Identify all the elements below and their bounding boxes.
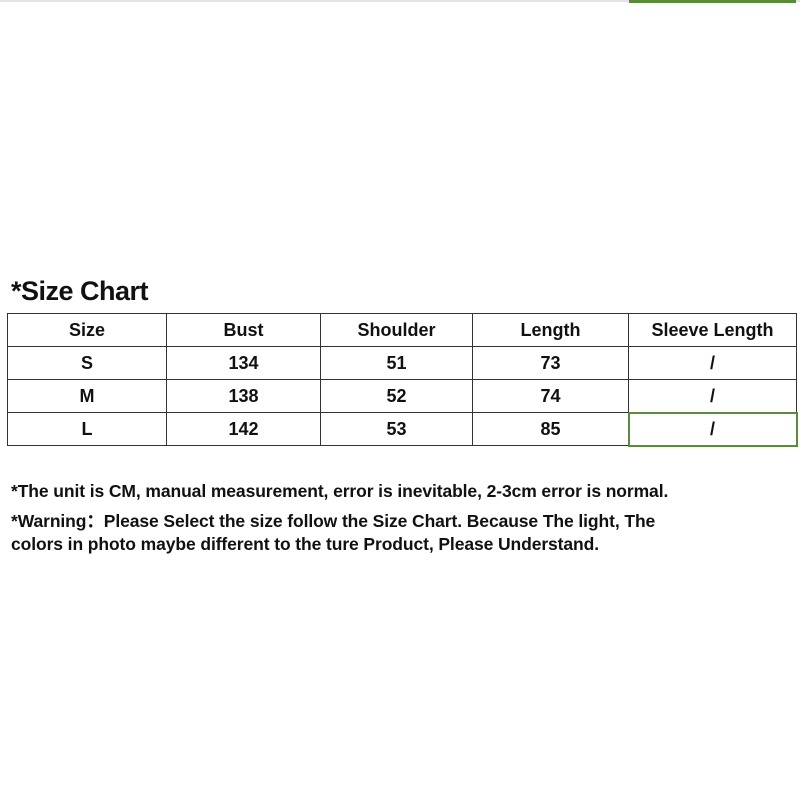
cell-shoulder[interactable]: 52 [320,379,473,413]
cell-shoulder[interactable]: 53 [320,412,473,446]
warning-note-continued: colors in photo maybe different to the t… [11,534,599,554]
page-title: *Size Chart [11,276,149,306]
header-bust[interactable]: Bust [166,313,321,347]
cell-sleeve-length[interactable]: / [628,379,797,413]
cell-sleeve-length-selected[interactable]: / [627,411,798,447]
unit-note: *The unit is CM, manual measurement, err… [11,481,669,501]
table-row: S 134 51 73 / [7,346,797,380]
header-size[interactable]: Size [7,313,167,347]
header-shoulder[interactable]: Shoulder [320,313,473,347]
cell-bust[interactable]: 142 [166,412,321,446]
top-border [0,0,800,2]
table-row: L 142 53 85 / [7,411,798,447]
cell-size[interactable]: L [7,412,167,446]
cell-length[interactable]: 73 [472,346,629,380]
cell-shoulder[interactable]: 51 [320,346,473,380]
header-sleeve-length[interactable]: Sleeve Length [628,313,797,347]
warning-note: *Warning：Please Select the size follow t… [11,511,656,531]
size-chart-table: Size Bust Shoulder Length Sleeve Length … [7,313,798,447]
cell-size[interactable]: M [7,379,167,413]
table-row: M 138 52 74 / [7,379,797,413]
cell-bust[interactable]: 134 [166,346,321,380]
cell-length[interactable]: 74 [472,379,629,413]
cell-size[interactable]: S [7,346,167,380]
cell-length[interactable]: 85 [472,412,629,446]
cell-sleeve-length[interactable]: / [628,346,797,380]
selection-highlight [629,0,796,3]
table-header-row: Size Bust Shoulder Length Sleeve Length [7,313,797,347]
header-length[interactable]: Length [472,313,629,347]
cell-bust[interactable]: 138 [166,379,321,413]
